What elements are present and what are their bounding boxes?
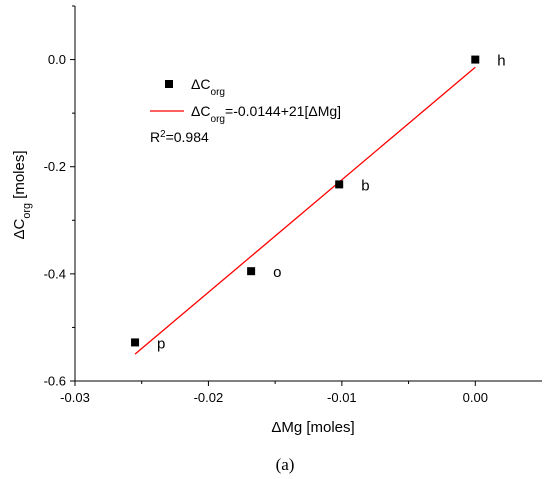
x-tick-label: -0.01 [327,390,357,405]
axes: -0.03 -0.02 -0.01 0.00 0.0 -0.2 -0.4 -0.6 [44,5,542,405]
y-tick-label: -0.6 [44,374,66,389]
legend-marker-points [165,80,173,88]
y-tick-label: -0.4 [44,266,66,281]
y-axis-label: ΔCorg [moles] [11,151,33,240]
x-tick-label: -0.02 [194,390,224,405]
y-tick-label: -0.2 [44,159,66,174]
y-tick-label: 0.0 [48,52,66,67]
point-label: p [157,335,165,352]
marks: h b o p [131,53,506,355]
x-axis-label: ΔMg [moles] [271,419,354,436]
point-label: o [273,264,281,281]
x-tick-label: 0.00 [463,390,488,405]
fit-line [134,66,476,355]
legend-label-points: ΔCorg [191,76,225,98]
r-squared-annotation: R2=0.984 [150,129,209,146]
point-label: h [497,53,505,70]
figure-caption: (a) [276,455,295,474]
legend: ΔCorg ΔCorg=-0.0144+21[ΔMg] R2=0.984 [150,76,341,145]
point-label: b [361,177,369,194]
data-point [247,267,256,276]
x-tick-label: -0.03 [60,390,90,405]
data-point [131,338,140,347]
data-point [335,180,344,189]
data-point [471,55,480,64]
legend-label-fit: ΔCorg=-0.0144+21[ΔMg] [191,103,341,125]
